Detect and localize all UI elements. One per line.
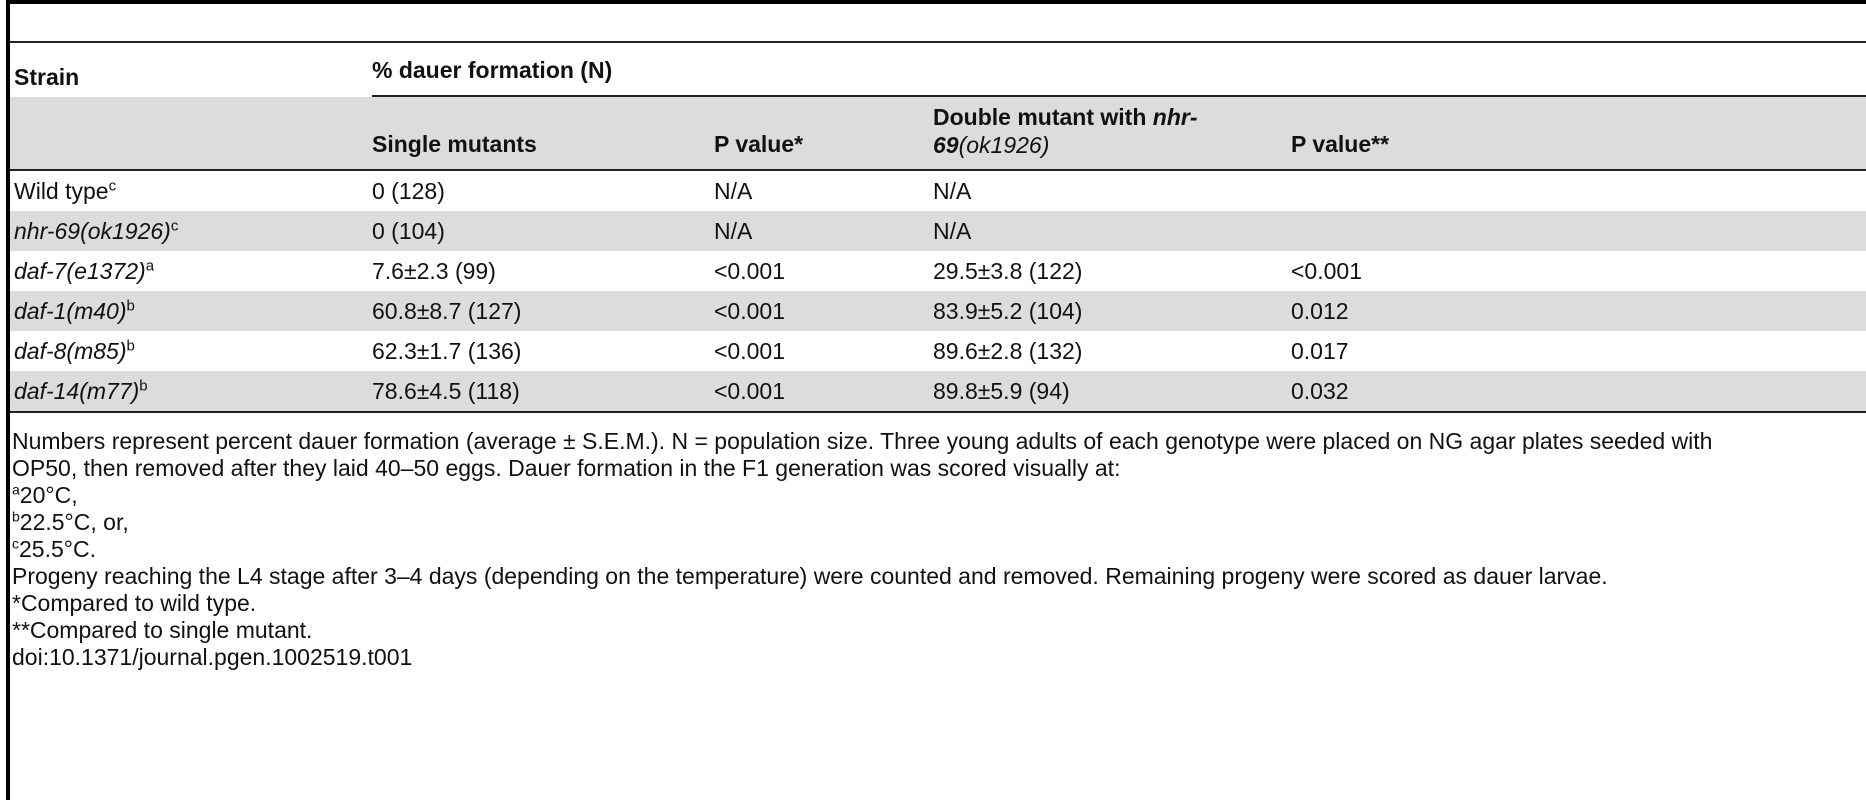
header-single: Single mutants (372, 131, 537, 157)
cell-p2: 0.012 (1291, 298, 1349, 324)
cell-single: 7.6±2.3 (99) (372, 258, 496, 284)
cell-p1: <0.001 (714, 298, 785, 324)
top-rule (10, 0, 1866, 4)
cell-double: 89.6±2.8 (132) (933, 338, 1083, 364)
cell-single: 78.6±4.5 (118) (372, 378, 520, 404)
header-bottom-rule (10, 169, 1866, 171)
cell-p1: N/A (714, 178, 753, 204)
footnote-b: b22.5°C, or, (12, 508, 129, 535)
cell-strain: daf-7(e1372)a (14, 257, 155, 284)
header-double-prefix: Double mutant with (933, 104, 1153, 130)
cell-double: 89.8±5.9 (94) (933, 378, 1070, 404)
header-strain: Strain (14, 64, 80, 90)
table-frame: Strain % dauer formation (N) Single muta… (6, 0, 1866, 800)
note-line-2: OP50, then removed after they laid 40–50… (12, 455, 1121, 481)
cell-single: 0 (104) (372, 218, 445, 244)
cell-strain: Wild typec (14, 177, 117, 204)
doi-link[interactable]: doi:10.1371/journal.pgen.1002519.t001 (12, 644, 413, 670)
note-line-3: Progeny reaching the L4 stage after 3–4 … (12, 563, 1608, 589)
table-row: daf-1(m40)b 60.8±8.7 (127) <0.001 83.9±5.2 … (10, 291, 1866, 331)
table-row: daf-14(m77)b 78.6±4.5 (118) <0.001 89.8±5.9… (10, 371, 1866, 411)
table-row: daf-7(e1372)a 7.6±2.3 (99) <0.001 29.5±3.8 … (10, 251, 1866, 291)
cell-p1: <0.001 (714, 258, 785, 284)
table-bottom-rule (10, 411, 1866, 413)
table-notes: Numbers represent percent dauer formatio… (12, 428, 1712, 671)
cell-strain: nhr-69(ok1926)c (14, 217, 179, 244)
cell-double: N/A (933, 178, 972, 204)
header-double-gene-2: 69 (933, 132, 959, 158)
cell-p1: <0.001 (714, 338, 785, 364)
table-row: daf-8(m85)b 62.3±1.7 (136) <0.001 89.6±2.8 … (10, 331, 1866, 371)
header-subrow (10, 97, 1866, 169)
cell-p2: <0.001 (1291, 258, 1362, 284)
cell-single: 60.8±8.7 (127) (372, 298, 522, 324)
header-p2: P value** (1291, 131, 1390, 157)
header-double-allele: (ok1926) (958, 132, 1050, 158)
cell-single: 62.3±1.7 (136) (372, 338, 522, 364)
cell-strain: daf-14(m77)b (14, 377, 148, 404)
footnote-c: c25.5°C. (12, 535, 96, 562)
header-group: % dauer formation (N) (372, 57, 613, 83)
cell-p2: 0.032 (1291, 378, 1349, 404)
header-p1: P value* (714, 131, 804, 157)
header-double: Double mutant with nhr- 69(ok1926) (933, 103, 1197, 159)
note-star-1: *Compared to wild type. (12, 590, 257, 616)
cell-single: 0 (128) (372, 178, 445, 204)
cell-double: 83.9±5.2 (104) (933, 298, 1083, 324)
cell-strain: daf-1(m40)b (14, 297, 135, 324)
header-top-rule (10, 41, 1866, 43)
note-star-2: **Compared to single mutant. (12, 617, 313, 643)
cell-p1: N/A (714, 218, 753, 244)
cell-double: 29.5±3.8 (122) (933, 258, 1083, 284)
cell-strain: daf-8(m85)b (14, 337, 135, 364)
header-double-gene-1: nhr- (1152, 104, 1198, 130)
cell-double: N/A (933, 218, 972, 244)
group-underline (372, 95, 1866, 97)
cell-p2: 0.017 (1291, 338, 1349, 364)
table-row: nhr-69(ok1926)c 0 (104) N/A N/A (10, 211, 1866, 251)
footnote-a: a20°C, (12, 481, 78, 508)
note-line-1: Numbers represent percent dauer formatio… (12, 428, 1713, 454)
cell-p1: <0.001 (714, 378, 785, 404)
table-row: Wild typec 0 (128) N/A N/A (10, 171, 1866, 211)
